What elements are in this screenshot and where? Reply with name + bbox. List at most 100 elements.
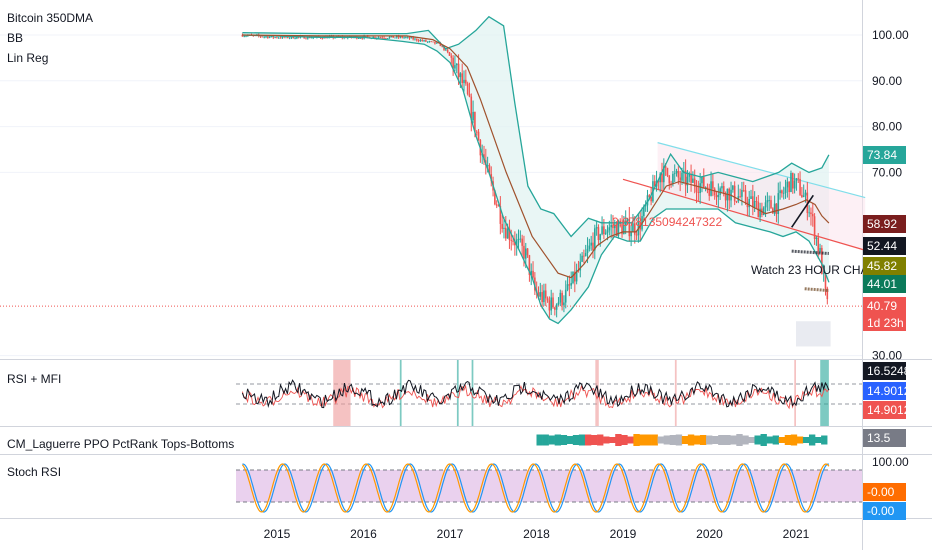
price-pane[interactable]: 0.678135094247322 Watch 23 HOUR CHART [0,15,885,357]
bb-lower-line [242,34,830,325]
ppo-bar [639,434,646,446]
candle-body [425,40,427,42]
candle-body [268,36,271,38]
candle-body [512,240,514,242]
candle-body [599,234,602,241]
y-tick-label: 30.00 [872,349,902,363]
candle-body [443,46,445,50]
rsi-tag [863,401,906,419]
candle-body [713,188,716,195]
ppo-tag-text: 13.5 [867,431,891,445]
rsi-signal-shade [820,360,829,426]
rsi-tag-text: 16.52483 [867,364,917,378]
ppo-bar [542,434,549,446]
candle-body [359,37,362,39]
candle-body [795,178,798,181]
candle-body [610,225,612,228]
candle-body [772,208,774,214]
rsi-signal-shade [456,360,459,426]
candle-body [448,52,451,56]
candle-body [819,247,821,252]
ppo-bar [790,434,798,446]
candle-body [679,177,681,181]
price-tag [863,297,906,331]
candle-body [281,36,284,38]
ppo-bar [736,434,743,446]
candle-body [710,181,712,196]
candle-body [417,40,420,42]
candle-body [552,297,554,308]
candle-body [590,242,592,246]
candle-body [657,180,660,183]
candle-body [557,302,560,305]
candle-body [579,261,582,271]
candle-body [366,36,369,38]
candle-body [791,172,794,189]
candle-body [372,37,374,39]
ppo-bar [808,434,816,446]
candle-body [426,41,429,43]
candle-body [415,38,418,41]
ppo-bar [566,436,574,444]
candle-body [365,36,367,37]
candle-body [321,38,324,39]
candle-body [782,192,785,194]
candle-body [504,227,507,239]
candle-body [243,35,246,37]
candle-body [272,35,275,38]
legend-stoch-rsi[interactable]: Stoch RSI [7,465,62,479]
candle-body [617,220,620,236]
stoch-rsi-pane[interactable] [236,463,862,513]
candle-body [296,36,298,39]
candle-body [508,228,511,240]
legend-lin-reg[interactable]: Lin Reg [7,51,49,65]
candle-body [403,37,405,39]
candle-body [568,284,571,286]
candle-body [686,176,689,186]
price-tag [863,257,906,275]
volume-shadow-box [796,321,831,347]
candle-body [693,178,696,187]
candle-body [597,227,600,241]
legend-bb[interactable]: BB [7,31,24,45]
watch-annotation: Watch 23 HOUR CHART [751,263,885,277]
candle-body [430,41,433,43]
candle-body [601,226,603,235]
candle-body [434,41,436,44]
candle-body [822,273,825,275]
linreg-upper-line [657,142,866,199]
y-tick-label: 100.00 [872,28,909,42]
candle-body [748,198,751,208]
candle-body [514,241,516,246]
candle-body [586,248,589,254]
candle-body [804,192,807,196]
candle-body [241,35,244,37]
candle-body [267,36,269,38]
ppo-bar [718,435,725,445]
candle-body [592,242,594,251]
candle-body [530,270,533,275]
rsi-signal-shade [333,360,351,426]
legend-laguerre-ppo[interactable]: CM_Laguerre PPO PctRank Tops-Bottoms [7,437,235,451]
ppo-bar [699,435,707,445]
x-tick-label: 2019 [610,527,637,541]
price-tag-text: 40.79 [867,299,897,313]
candle-body [410,37,413,39]
rsi-pane[interactable] [236,360,862,426]
legend-bitcoin-350dma[interactable]: Bitcoin 350DMA [7,11,94,25]
candle-body [643,206,645,217]
candle-body [826,288,829,300]
legend-rsi-mfi[interactable]: RSI + MFI [7,372,62,386]
candle-body [466,83,469,95]
candle-body [708,188,711,196]
candle-body [450,55,453,58]
candle-body [446,49,449,53]
candle-body [263,36,265,38]
ppo-pane[interactable] [536,434,828,446]
rsi-signal-shade [674,360,677,426]
candle-body [793,180,796,189]
candle-body [697,192,700,193]
candle-body [790,172,792,193]
ppo-bar [724,435,731,445]
